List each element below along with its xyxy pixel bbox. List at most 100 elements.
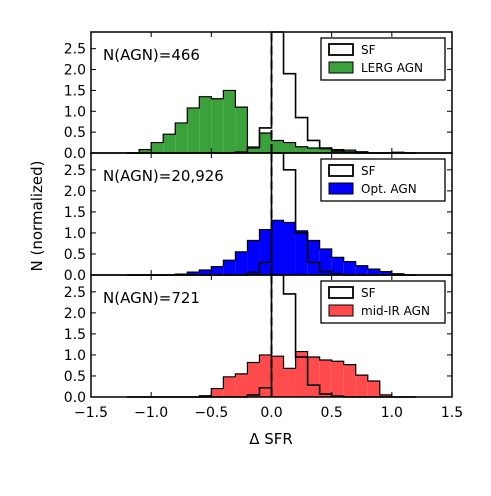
agn-bar [343, 364, 356, 397]
legend: SF LERG AGN [320, 37, 446, 81]
agn-bar [223, 90, 236, 153]
panel-3: 0.0 0.5 1.0 1.5 2.0 2.5 N(AGN)=721 SF mid-IR AGN [64, 274, 453, 406]
agn-bar [283, 368, 296, 397]
agn-bar [367, 381, 380, 397]
agn-bar [211, 388, 224, 397]
x-axis-label: Δ SFR [249, 430, 293, 448]
x-tick-label: 0.0 [260, 405, 282, 421]
y-tick-label: 0.0 [64, 268, 86, 284]
y-tick-label: 2.0 [64, 63, 86, 79]
agn-bar [319, 248, 332, 275]
y-tick-label: 0.5 [64, 125, 86, 141]
legend-sf-swatch [328, 286, 354, 299]
x-tick-label: −1.5 [74, 405, 108, 421]
agn-bar [307, 357, 320, 397]
agn-bar [367, 269, 380, 275]
agn-bar [247, 147, 260, 153]
y-tick-label: 2.0 [64, 184, 86, 200]
legend-sf-swatch [328, 164, 354, 177]
y-tick-label: 1.5 [64, 83, 86, 99]
agn-bar [259, 229, 272, 275]
y-tick-label: 0.0 [64, 390, 86, 406]
agn-bar [235, 251, 248, 275]
agn-bar [355, 375, 368, 397]
y-tick-label: 0.5 [64, 247, 86, 263]
x-tick-label: 1.0 [381, 405, 403, 421]
agn-bar [307, 147, 320, 153]
agn-outline [127, 350, 416, 398]
y-tick-label: 0.0 [64, 146, 86, 162]
x-tick-label: 1.5 [441, 405, 463, 421]
agn-count-annotation: N(AGN)=721 [103, 289, 200, 307]
agn-bar [199, 96, 212, 153]
agn-bar [151, 142, 164, 153]
agn-bar [235, 107, 248, 153]
legend-sf-label: SF [361, 286, 376, 300]
legend: SF Opt. AGN [320, 158, 446, 202]
agn-outline [127, 219, 416, 276]
agn-bar [187, 272, 200, 275]
agn-bar [175, 122, 188, 153]
panel-1: 0.0 0.5 1.0 1.5 2.0 2.5 N(AGN)=466 SF LERG AGN [64, 31, 453, 162]
agn-bar [223, 260, 236, 275]
legend-agn-swatch [328, 182, 354, 195]
legend: SF mid-IR AGN [320, 280, 446, 324]
panel-2: 0.0 0.5 1.0 1.5 2.0 2.5 N(AGN)=20,926 SF Opt. AG… [64, 152, 453, 284]
agn-bar [211, 266, 224, 275]
agn-bar [307, 240, 320, 275]
agn-bar [295, 146, 308, 153]
legend-agn-label: LERG AGN [361, 61, 423, 75]
agn-bar [343, 261, 356, 275]
x-tick-label: −0.5 [194, 405, 228, 421]
y-tick-label: 1.5 [64, 205, 86, 221]
y-tick-label: 1.0 [64, 226, 86, 242]
panel-frame [90, 274, 453, 398]
y-tick-label: 2.5 [64, 42, 86, 58]
agn-bar [187, 107, 200, 153]
agn-bar [163, 134, 176, 153]
agn-bar [379, 271, 392, 275]
agn-count-annotation: N(AGN)=20,926 [103, 167, 224, 185]
x-axis: −1.5 −1.0 −0.5 0.0 0.5 1.0 1.5 [74, 405, 463, 421]
y-tick-label: 1.0 [64, 348, 86, 364]
agn-bar [331, 257, 344, 275]
legend-sf-swatch [328, 43, 354, 56]
agn-bar [247, 362, 260, 397]
y-tick-label: 1.5 [64, 327, 86, 343]
legend-sf-label: SF [361, 164, 376, 178]
agn-bar [271, 356, 284, 397]
agn-bar [271, 140, 284, 153]
agn-bar [235, 373, 248, 397]
agn-bar [283, 222, 296, 275]
y-tick-label: 2.5 [64, 285, 86, 301]
legend-agn-label: Opt. AGN [361, 182, 417, 196]
agn-bar [379, 394, 392, 397]
legend-agn-swatch [328, 61, 354, 74]
agn-bar [271, 220, 284, 275]
agn-bar [139, 149, 152, 153]
agn-bar [223, 376, 236, 397]
legend-agn-label: mid-IR AGN [361, 304, 430, 318]
y-tick-label: 2.0 [64, 306, 86, 322]
agn-bar [283, 142, 296, 153]
agn-bar [211, 98, 224, 153]
y-tick-label: 1.0 [64, 104, 86, 120]
agn-bar [199, 269, 212, 275]
legend-agn-swatch [328, 304, 354, 317]
agn-bar [331, 361, 344, 397]
agn-bar [319, 359, 332, 397]
x-tick-label: 0.5 [321, 405, 343, 421]
agn-bar [319, 148, 332, 153]
agn-bar [355, 265, 368, 275]
y-axis-label: N (normalized) [28, 160, 46, 271]
agn-bar [259, 132, 272, 153]
y-tick-label: 0.5 [64, 369, 86, 385]
legend-sf-label: SF [361, 43, 376, 57]
x-tick-label: −1.0 [134, 405, 168, 421]
agn-bar [259, 354, 272, 397]
y-tick-label: 2.5 [64, 163, 86, 179]
agn-count-annotation: N(AGN)=466 [103, 46, 200, 64]
